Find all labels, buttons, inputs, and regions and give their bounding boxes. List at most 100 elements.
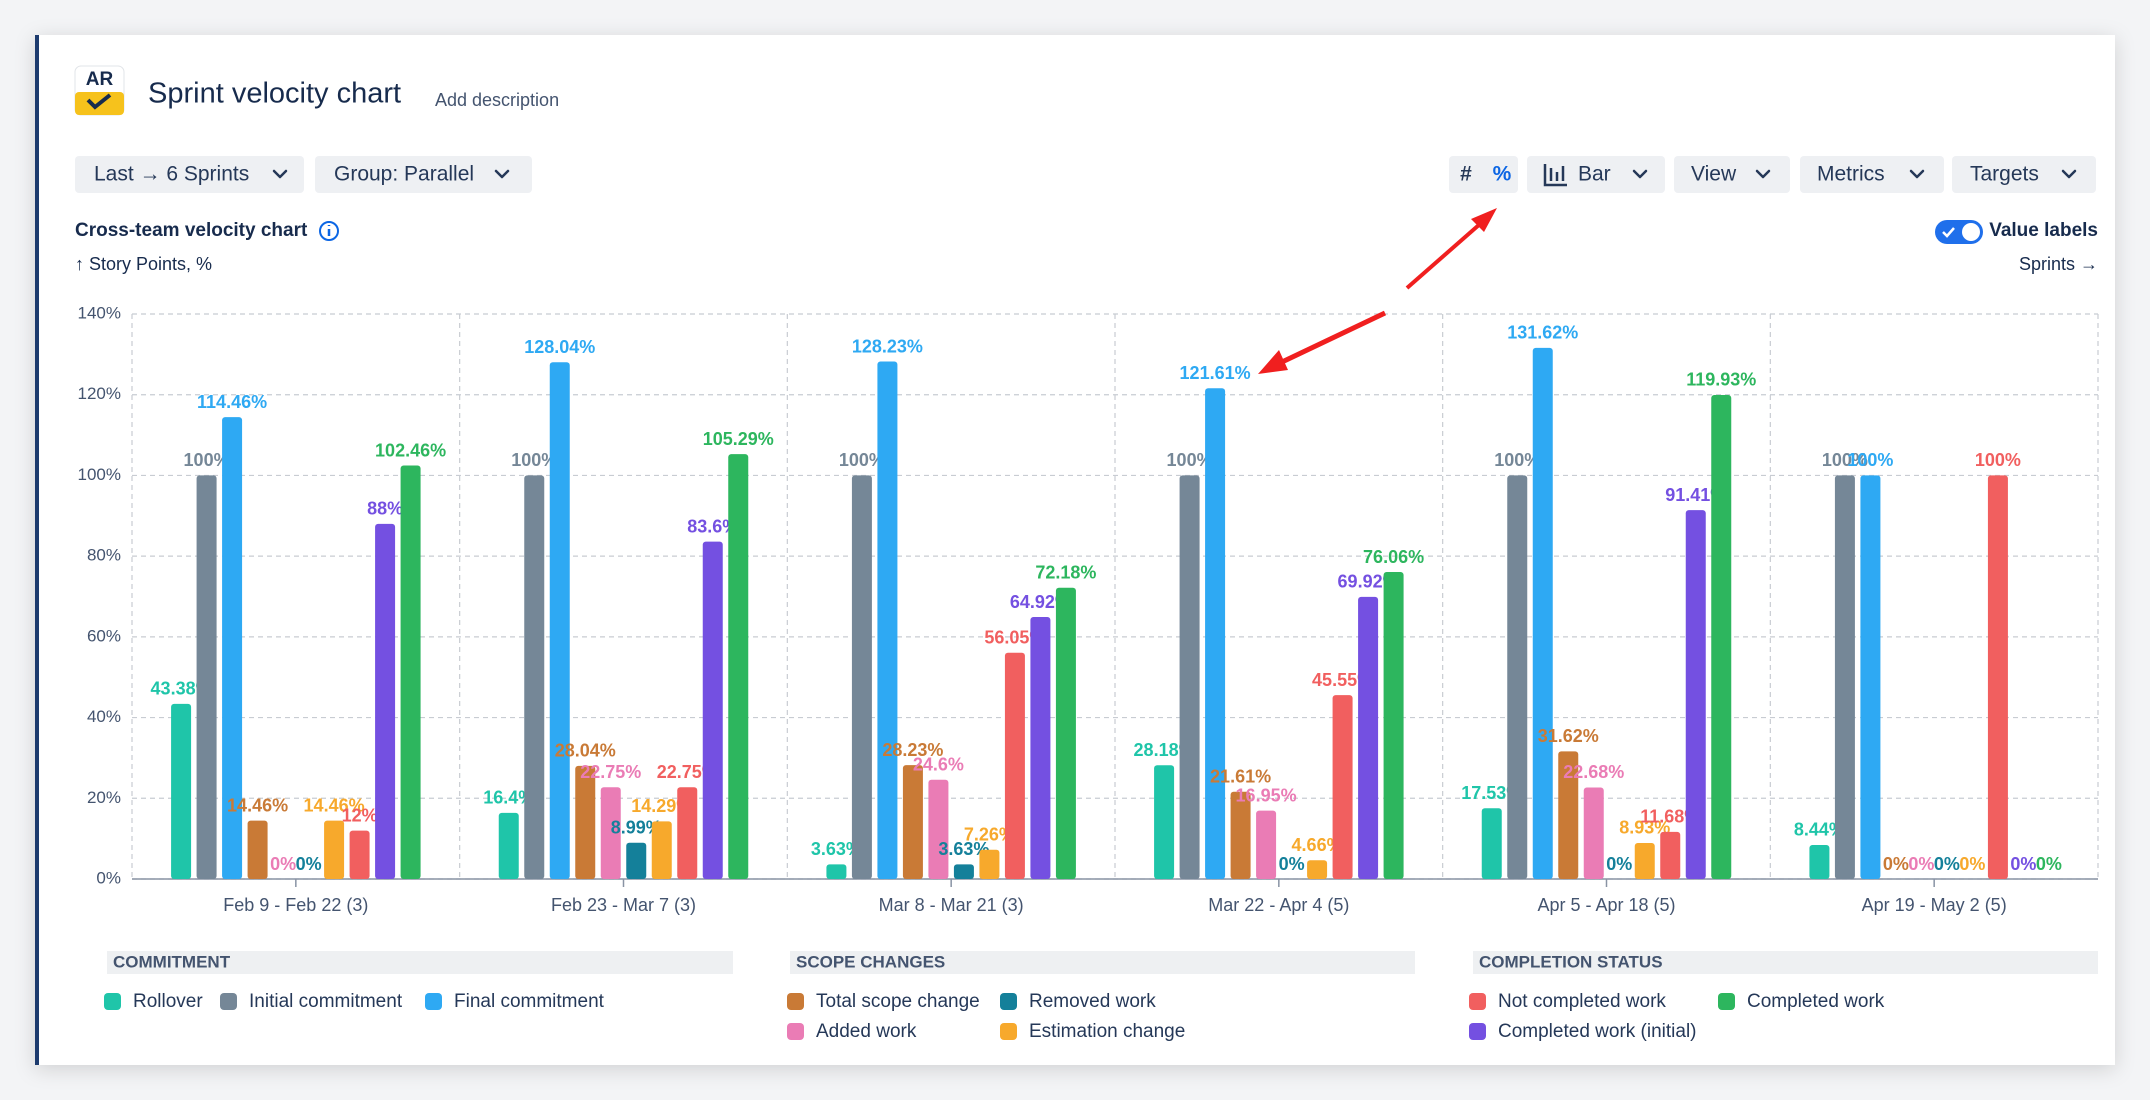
value-label: 22.75%	[580, 762, 641, 782]
legend-group-bar	[107, 951, 733, 974]
bar	[1383, 572, 1404, 879]
bar	[349, 830, 370, 879]
legend-label: Removed work	[1029, 991, 1156, 1012]
value-label: 0%	[296, 854, 322, 874]
legend-swatch	[1000, 993, 1017, 1010]
y-tick-label: 20%	[87, 788, 121, 807]
value-labels-switch[interactable]	[1935, 220, 1983, 244]
bar	[1634, 842, 1655, 879]
legend-swatch	[104, 993, 121, 1010]
value-label: 72.18%	[1035, 562, 1096, 582]
value-label: 100%	[1822, 450, 1868, 470]
value-label: 114.46%	[197, 392, 267, 412]
percent-mode[interactable]: %	[1493, 163, 1512, 186]
value-label: 17.53%	[1461, 783, 1522, 803]
bar	[400, 465, 421, 879]
legend-label: Total scope change	[816, 991, 980, 1012]
legend-swatch	[1469, 1023, 1486, 1040]
bar	[1256, 810, 1277, 879]
value-label: 7.26%	[964, 824, 1015, 844]
value-label: 14.46%	[227, 795, 288, 815]
y-tick-label: 80%	[87, 546, 121, 565]
legend-label: Final commitment	[454, 991, 605, 1012]
value-label: 128.04%	[524, 337, 595, 357]
legend-label: Completed work	[1747, 991, 1885, 1012]
value-label: 28.18%	[1134, 740, 1195, 760]
group-button[interactable]: Group: Parallel	[315, 156, 532, 193]
bar	[1583, 787, 1604, 879]
legend-label: Added work	[816, 1021, 917, 1042]
value-label: 22.75%	[657, 762, 718, 782]
x-tick-label: Mar 8 - Mar 21 (3)	[879, 895, 1024, 915]
metrics-button[interactable]: Metrics	[1800, 156, 1944, 193]
plot: 0% 20% 40% 60% 80% 100% 120% 140% Feb 9 - Feb 22…	[78, 303, 2099, 1042]
logo-text: AR	[86, 69, 114, 90]
button-label: Targets	[1970, 163, 2039, 186]
targets-button[interactable]: Targets	[1952, 156, 2096, 193]
legend-group-title: SCOPE CHANGES	[796, 952, 945, 971]
bar	[953, 864, 974, 879]
value-label: 4.66%	[1292, 835, 1343, 855]
bar	[171, 703, 192, 879]
y-tick-label: 40%	[87, 707, 121, 726]
value-label: 11.68%	[1640, 807, 1700, 827]
chart-type-button[interactable]: Bar	[1527, 156, 1665, 193]
value-label: 64.92%	[1010, 592, 1071, 612]
bar	[1481, 808, 1502, 879]
y-axis-label: ↑ Story Points, %	[75, 254, 212, 274]
bar	[1860, 475, 1881, 879]
value-label: 45.55%	[1312, 670, 1373, 690]
bar	[677, 787, 698, 879]
range-button[interactable]: Last → 6 Sprints	[75, 156, 304, 193]
button-label: View	[1691, 163, 1737, 186]
value-label: 0%	[1883, 854, 1909, 874]
y-tick-label: 100%	[78, 465, 121, 484]
bar	[728, 454, 749, 879]
toggle-label: Value labels	[1989, 220, 2098, 241]
value-label: 131.62%	[1507, 323, 1578, 343]
bar	[324, 820, 345, 879]
bar	[498, 812, 519, 879]
view-button[interactable]: View	[1674, 156, 1790, 193]
bar	[1532, 347, 1553, 879]
value-label: 91.41%	[1665, 485, 1726, 505]
x-tick-label: Apr 19 - May 2 (5)	[1862, 895, 2007, 915]
value-label: 100%	[511, 450, 557, 470]
value-label: 88%	[367, 499, 403, 519]
value-label: 105.29%	[703, 429, 774, 449]
value-label: 3.63%	[811, 839, 862, 859]
value-label: 21.61%	[1210, 767, 1271, 787]
add-description[interactable]: Add description	[435, 90, 559, 110]
bar	[1711, 394, 1732, 879]
value-label: 100%	[1975, 450, 2021, 470]
count-mode[interactable]: #	[1460, 163, 1472, 186]
value-label: 100%	[184, 450, 230, 470]
x-axis-label: Sprints →	[2019, 254, 2098, 274]
value-label: 0%	[2036, 854, 2062, 874]
y-tick-label: 0%	[96, 868, 121, 887]
button-label: Group: Parallel	[334, 163, 474, 186]
legend-group-title: COMPLETION STATUS	[1479, 952, 1663, 971]
value-label: 69.92%	[1338, 572, 1399, 592]
info-icon[interactable]	[319, 221, 339, 241]
legend-swatch	[1469, 993, 1486, 1010]
value-label: 100%	[839, 450, 885, 470]
value-label: 102.46%	[375, 440, 446, 460]
legend-label: Initial commitment	[249, 991, 403, 1012]
value-label: 83.6%	[687, 516, 738, 536]
bar	[1834, 475, 1855, 879]
bar	[222, 417, 243, 879]
value-label: 22.68%	[1563, 762, 1624, 782]
value-label: 100%	[1167, 450, 1213, 470]
bar	[1205, 388, 1226, 879]
bar	[1230, 791, 1251, 879]
legend-group-bar	[790, 951, 1415, 974]
bar	[1004, 652, 1025, 879]
legend-group-bar	[1473, 951, 2098, 974]
bar	[1332, 695, 1353, 879]
value-label: 8.99%	[611, 817, 662, 837]
value-label: 0%	[1908, 854, 1934, 874]
button-label: Bar	[1578, 163, 1611, 186]
value-label: 76.06%	[1363, 547, 1424, 567]
